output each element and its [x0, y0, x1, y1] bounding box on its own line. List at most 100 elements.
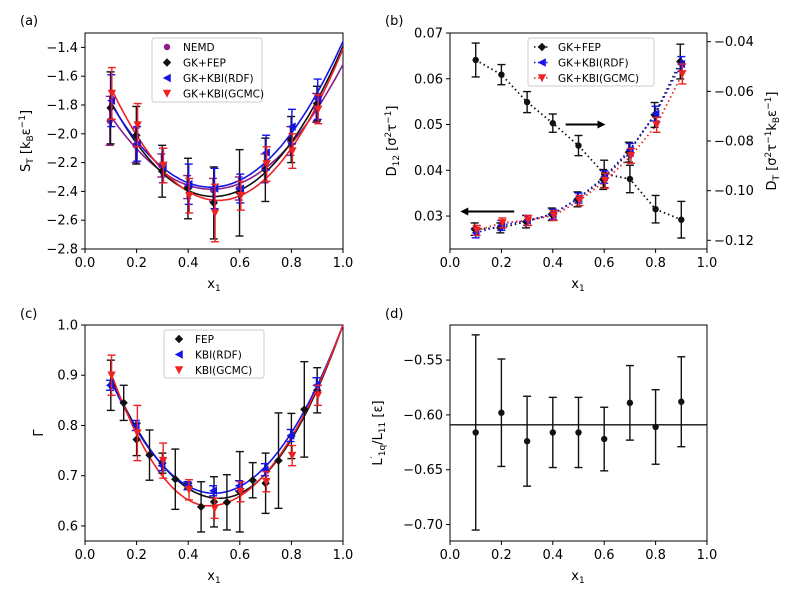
legend-label: GK+KBI(RDF): [183, 73, 254, 85]
panel-c: (c) 0.0 0.2 0.4 0.6 0.8 1.00.60.70.80.91.0 x1…: [20, 307, 353, 586]
d12-point: [678, 216, 685, 223]
data-point: [651, 109, 660, 118]
x-tick-label: 0.8: [281, 256, 302, 271]
x-tick-label: 0.6: [229, 256, 250, 271]
panel-label-a: (a): [20, 14, 38, 29]
data-point: [209, 198, 218, 208]
data-point: [676, 57, 685, 66]
d12-point: [652, 205, 659, 213]
y-tick-label: −2.6: [46, 214, 78, 229]
y-tick-label: 0.05: [414, 118, 443, 133]
y-tick-label: 0.7: [57, 469, 78, 484]
legend-marker: [162, 58, 172, 67]
data-point: [133, 429, 142, 438]
fit-curve-gk-kbi-rdf-: [110, 41, 344, 188]
x-tick-label: 0.6: [229, 548, 250, 563]
data-point: [157, 167, 167, 176]
y-tick-label: −2.2: [46, 156, 78, 171]
y-axis-label-d: L′1q/L11 [ε]: [370, 400, 388, 465]
legend-marker: [163, 43, 171, 51]
data-point: [107, 96, 116, 105]
data-point: [236, 487, 245, 496]
arrow-right-head: [597, 120, 606, 129]
fit-curve-gk-fep: [110, 45, 344, 198]
fit-curve-gk-kbi-gcmc-: [110, 48, 344, 202]
legend-label: GK+FEP: [558, 42, 601, 54]
x-tick-label: 0.4: [178, 548, 199, 563]
y-tick-label: −0.65: [403, 463, 443, 478]
d12-point: [523, 98, 531, 106]
data-point: [287, 122, 296, 131]
y-axis-right-label-b: DT [σ2τ−1kBε−1]: [764, 92, 782, 191]
arrow-left-head: [460, 207, 469, 216]
d12-point: [575, 142, 582, 149]
x-tick-label: 0.8: [645, 548, 666, 563]
data-point: [549, 211, 559, 220]
data-point: [222, 498, 232, 507]
data-point: [184, 180, 193, 189]
x-tick-label: 0.2: [126, 256, 147, 271]
y-tick-label: −1.8: [46, 99, 78, 114]
y-tick-label: −1.4: [46, 41, 78, 56]
data-point: [523, 438, 531, 445]
data-point: [286, 431, 295, 440]
panel-label-b: (b): [385, 14, 403, 29]
legend-marker: [174, 334, 184, 344]
data-point: [119, 398, 128, 408]
x-tick-label: 0.2: [126, 548, 147, 563]
data-point: [314, 105, 323, 114]
y-tick-label: −1.6: [46, 70, 78, 85]
d12-point: [626, 175, 634, 183]
data-point: [523, 216, 533, 225]
data-point: [133, 121, 142, 130]
data-point: [184, 485, 194, 494]
panel-label-d: (d): [385, 307, 403, 322]
panel-label-c: (c): [20, 307, 37, 322]
legend-a: NEMD GK+FEP GK+KBI(RDF) GK+KBI(GCMC): [151, 37, 264, 103]
data-point: [625, 145, 634, 154]
data-point: [313, 95, 322, 104]
data-point: [652, 423, 659, 431]
y-tick-label: 0.9: [57, 369, 78, 384]
legend-label: GK+KBI(GCMC): [183, 89, 264, 101]
y-right-tick-label: −0.06: [714, 85, 754, 100]
data-point: [288, 147, 297, 156]
x-tick-label: 1.0: [697, 256, 718, 271]
x-tick-label: 1.0: [333, 256, 354, 271]
x-tick-label: 0.0: [440, 256, 461, 271]
d12-point: [498, 71, 505, 78]
legend-marker: [174, 366, 184, 375]
data-point: [106, 103, 115, 113]
data-point: [261, 148, 270, 157]
data-point: [107, 371, 116, 380]
data-point: [262, 477, 271, 486]
data-point: [274, 456, 283, 465]
data-point: [313, 391, 323, 400]
data-point: [262, 160, 271, 169]
y-tick-label: 0.03: [414, 210, 443, 225]
y-right-tick-label: −0.04: [714, 35, 754, 50]
panel-b: (b) 0.0 0.2 0.4 0.6 0.8 1.0 0.03 0.04 0.05 0.06 0.…: [384, 14, 782, 294]
data-point: [652, 121, 661, 130]
legend-label: GK+KBI(RDF): [558, 58, 629, 70]
x-tick-label: 0.4: [178, 256, 199, 271]
data-point: [498, 409, 505, 416]
y-tick-label: 1.0: [57, 319, 78, 334]
y-tick-label: −2.0: [46, 127, 78, 142]
data-point: [549, 429, 556, 436]
x-tick-label: 0.0: [75, 548, 96, 563]
y-right-tick-label: −0.10: [714, 184, 754, 199]
y-tick-label: 0.06: [414, 72, 443, 87]
d12-point: [472, 56, 479, 64]
legend-marker: [537, 42, 547, 52]
y-tick-label: −2.4: [46, 185, 78, 200]
data-point: [472, 429, 479, 436]
data-point: [287, 451, 297, 460]
legend-marker: [537, 58, 546, 67]
legend-label: KBI(RDF): [195, 350, 242, 362]
legend-marker: [174, 350, 183, 359]
data-point: [158, 456, 168, 465]
legend-marker: [162, 89, 172, 98]
legend-label: GK+KBI(GCMC): [558, 73, 639, 85]
x-tick-label: 0.8: [645, 256, 666, 271]
